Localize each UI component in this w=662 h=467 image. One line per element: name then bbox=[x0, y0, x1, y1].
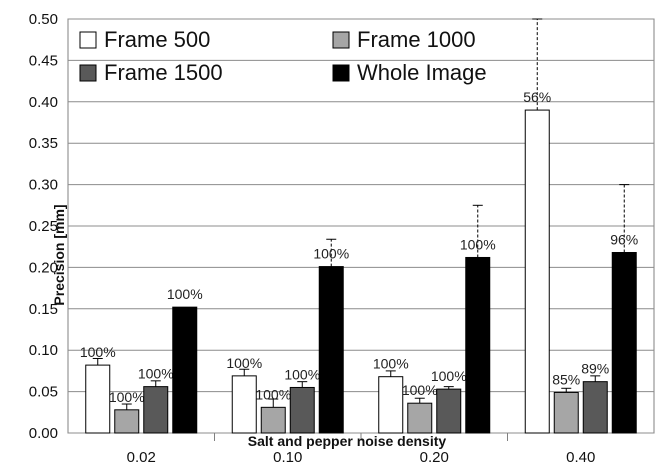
bar-1-3 bbox=[318, 266, 344, 434]
bar-1-0 bbox=[231, 375, 257, 434]
data-label-0-1: 100% bbox=[109, 389, 145, 405]
legend-swatch-2 bbox=[79, 64, 97, 82]
y-tick-label-9: 0.45 bbox=[29, 52, 58, 69]
x-tick-label-1: 0.10 bbox=[273, 449, 302, 466]
data-label-2-1: 100% bbox=[402, 382, 438, 398]
data-label-2-2: 100% bbox=[431, 368, 467, 384]
data-label-1-2: 100% bbox=[284, 366, 320, 382]
legend-label-0: Frame 500 bbox=[104, 27, 210, 52]
y-tick-label-3: 0.15 bbox=[29, 301, 58, 318]
x-tick-label-3: 0.40 bbox=[566, 449, 595, 466]
legend-label-2: Frame 1500 bbox=[104, 60, 223, 85]
bar-0-1 bbox=[114, 409, 140, 434]
bar-3-2 bbox=[582, 381, 608, 434]
legend-label-1: Frame 1000 bbox=[357, 27, 476, 52]
legend-swatch-0 bbox=[79, 31, 97, 49]
y-axis-label: Precision [mm] bbox=[51, 204, 67, 305]
data-label-1-1: 100% bbox=[255, 386, 291, 402]
bar-series: 100%100%100%100%100%100%100%100%100%100%… bbox=[80, 18, 638, 434]
bar-0-0 bbox=[85, 364, 111, 434]
bar-3-1 bbox=[553, 391, 579, 434]
x-axis-label: Salt and pepper noise density bbox=[248, 433, 447, 449]
y-tick-label-8: 0.40 bbox=[29, 94, 58, 111]
bar-1-2 bbox=[289, 386, 315, 434]
bar-3-3 bbox=[611, 251, 637, 434]
bar-2-1 bbox=[407, 402, 433, 434]
data-label-3-0: 56% bbox=[523, 89, 551, 105]
data-label-0-0: 100% bbox=[80, 344, 116, 360]
legend-swatch-3 bbox=[332, 64, 350, 82]
bar-2-0 bbox=[378, 376, 404, 434]
x-tick-label-2: 0.20 bbox=[420, 449, 449, 466]
y-axis-ticks: 0.00 0.05 0.10 0.15 0.20 0.25 0.30 0.35 0.40 0.45… bbox=[29, 11, 58, 442]
bar-2-3 bbox=[465, 256, 491, 434]
y-tick-label-5: 0.25 bbox=[29, 218, 58, 235]
data-label-2-3: 100% bbox=[460, 236, 496, 252]
data-label-3-2: 89% bbox=[581, 361, 609, 377]
bar-1-1 bbox=[260, 406, 286, 434]
y-tick-label-10: 0.50 bbox=[29, 11, 58, 28]
y-tick-label-7: 0.35 bbox=[29, 135, 58, 152]
x-axis-ticks: 0.02 0.10 0.20 0.40 bbox=[127, 449, 596, 466]
data-label-3-3: 96% bbox=[610, 231, 638, 247]
data-label-1-3: 100% bbox=[313, 246, 349, 262]
data-label-0-3: 100% bbox=[167, 286, 203, 302]
legend: Frame 500 Frame 1000 Frame 1500 Whole Image bbox=[79, 27, 487, 85]
bar-0-3 bbox=[172, 306, 198, 434]
y-tick-label-2: 0.10 bbox=[29, 342, 58, 359]
data-label-0-2: 100% bbox=[138, 366, 174, 382]
bar-0-2 bbox=[143, 386, 169, 434]
data-label-2-0: 100% bbox=[373, 356, 409, 372]
y-tick-label-6: 0.30 bbox=[29, 177, 58, 194]
bar-2-2 bbox=[436, 388, 462, 434]
bar-3-0 bbox=[524, 109, 550, 434]
y-tick-label-4: 0.20 bbox=[29, 259, 58, 276]
legend-label-3: Whole Image bbox=[357, 60, 487, 85]
legend-swatch-1 bbox=[332, 31, 350, 49]
data-label-1-0: 100% bbox=[226, 355, 262, 371]
y-tick-label-0: 0.00 bbox=[29, 425, 58, 442]
data-label-3-1: 85% bbox=[552, 371, 580, 387]
y-tick-label-1: 0.05 bbox=[29, 384, 58, 401]
x-tick-label-0: 0.02 bbox=[127, 449, 156, 466]
